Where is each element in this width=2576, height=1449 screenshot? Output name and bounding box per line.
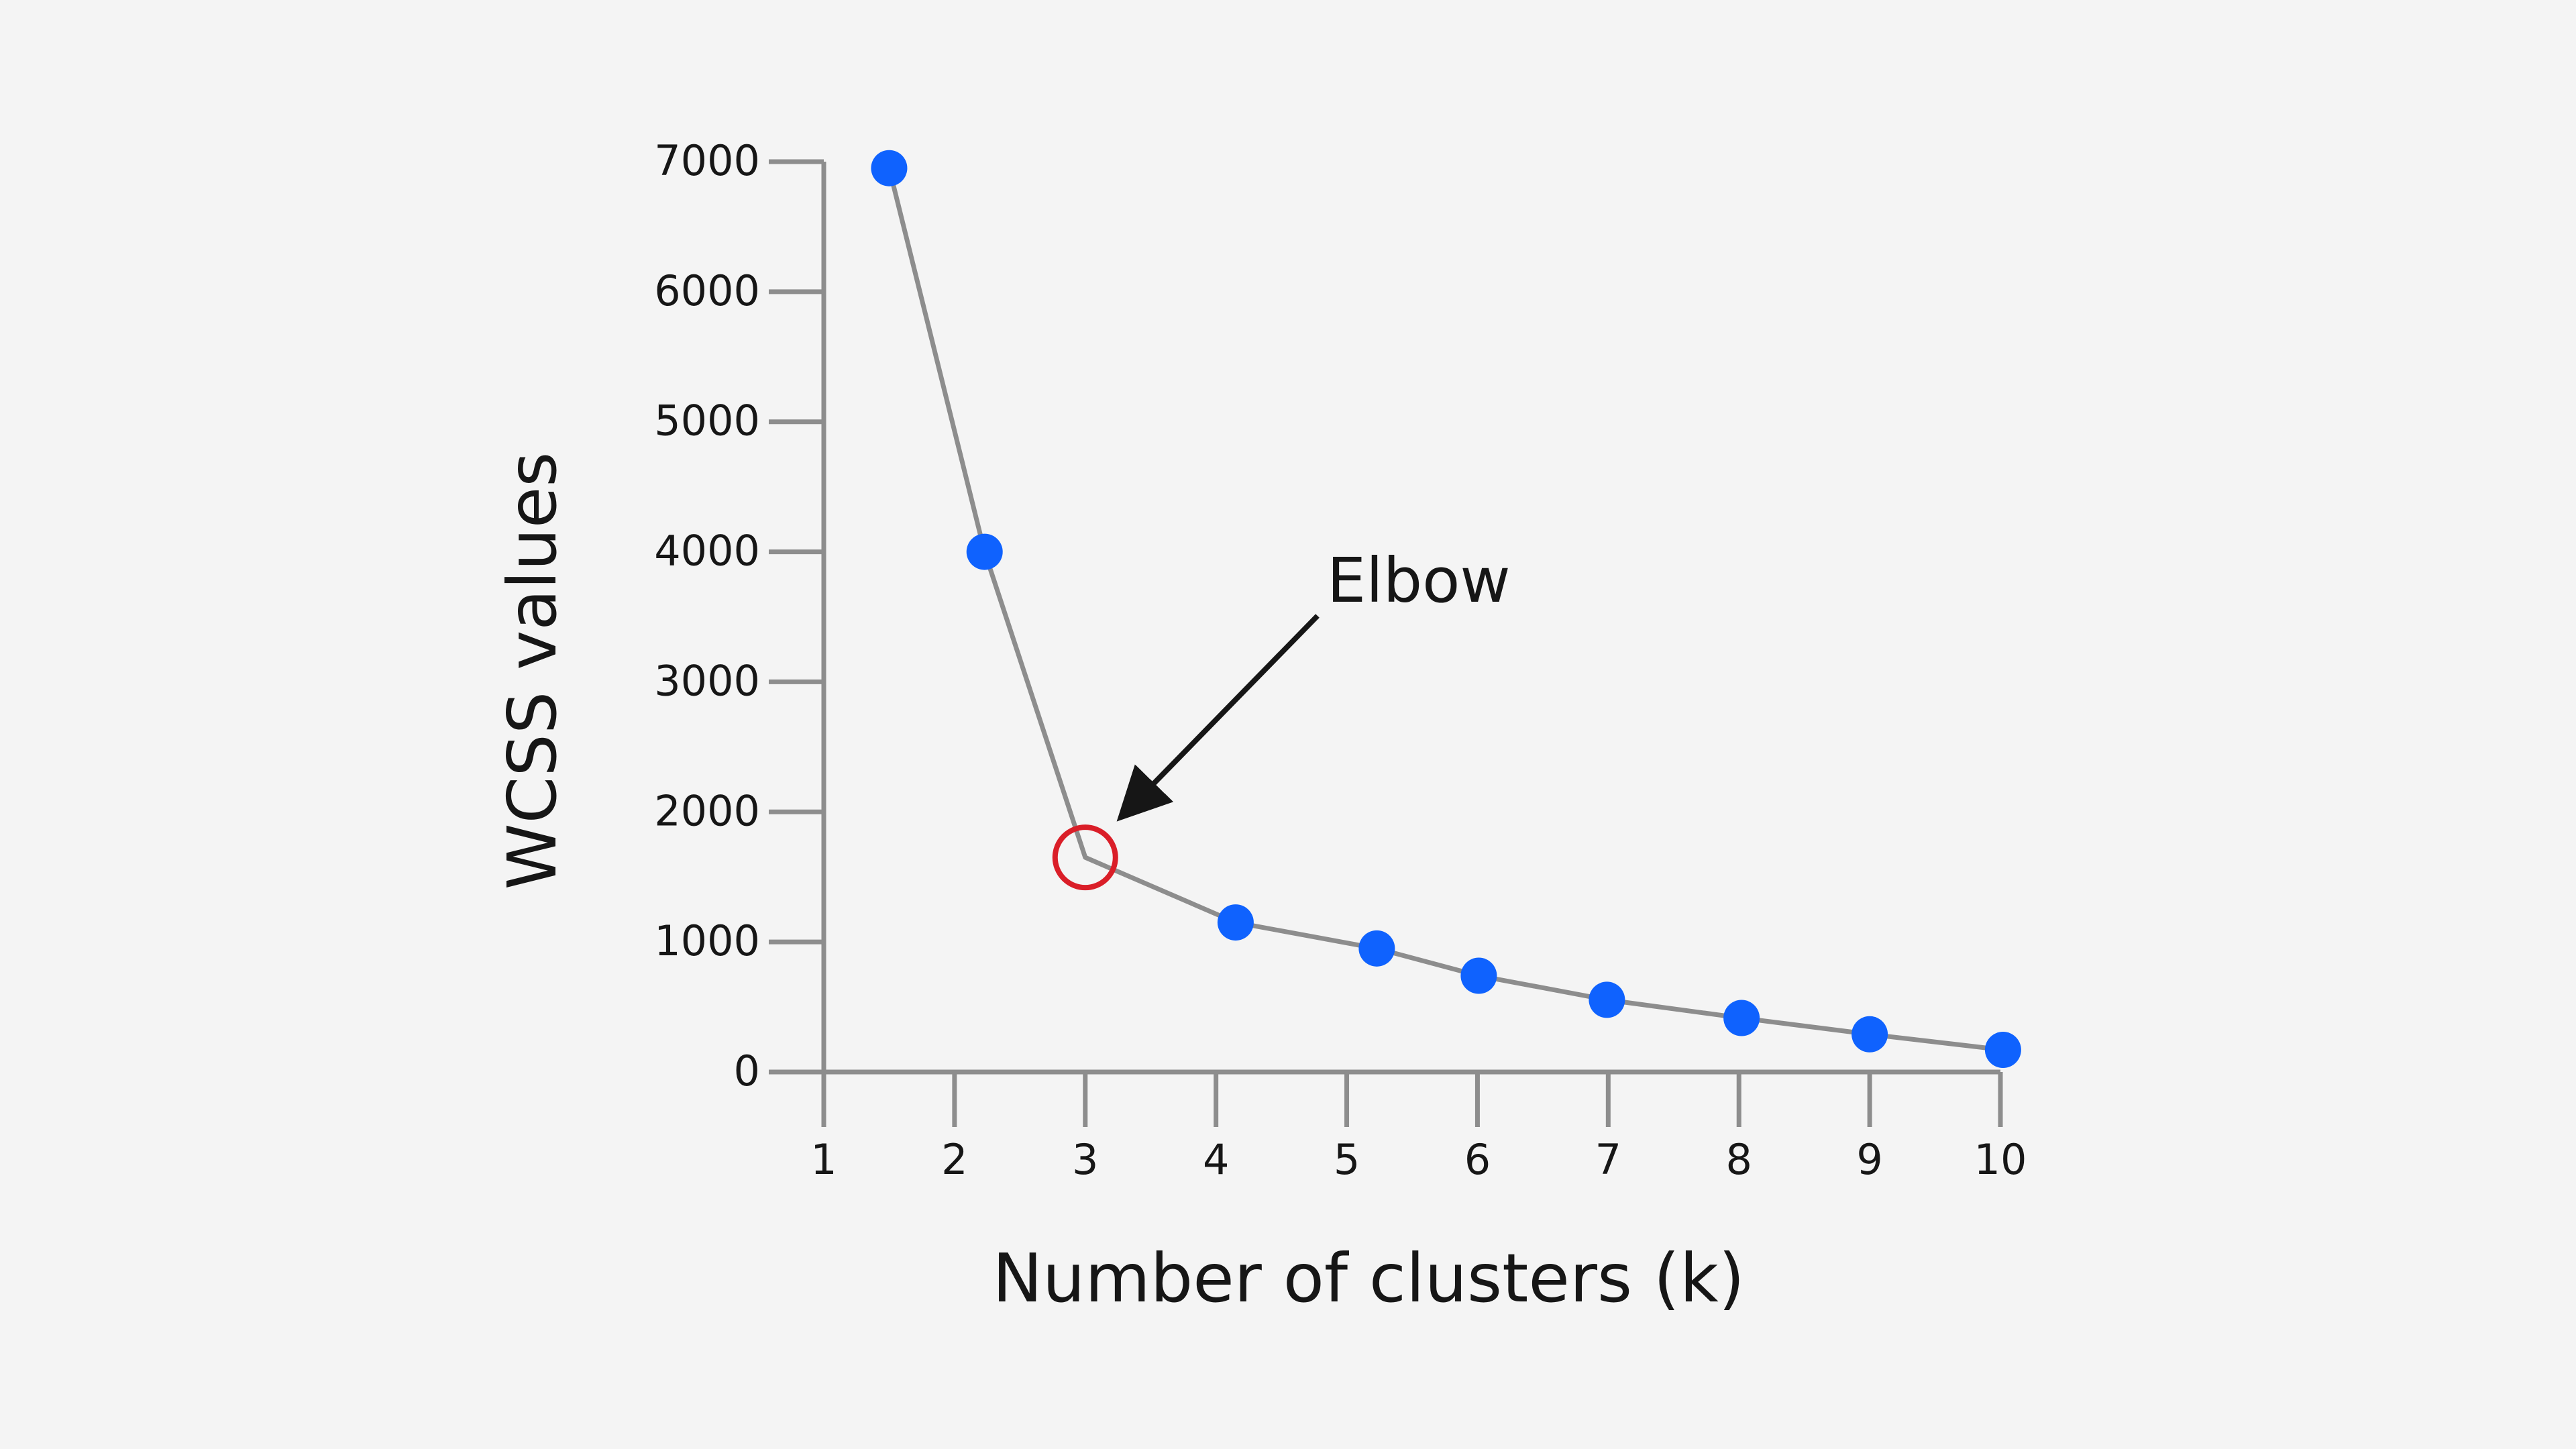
data-point — [1723, 1000, 1760, 1036]
x-tick-label: 5 — [1334, 1135, 1360, 1184]
y-tick-label: 5000 — [654, 396, 760, 445]
data-point — [1358, 930, 1395, 967]
data-point — [1460, 957, 1497, 994]
elbow-annotation-arrow — [1116, 614, 1320, 822]
y-tick-label: 4000 — [654, 527, 760, 576]
x-axis-title: Number of clusters (k) — [992, 1239, 1745, 1318]
y-tick-label: 2000 — [654, 786, 760, 835]
y-tick-label: 0 — [734, 1046, 760, 1095]
series-line — [887, 167, 2004, 1053]
x-tick-label: 8 — [1725, 1135, 1752, 1184]
y-tick-label: 3000 — [654, 656, 760, 705]
data-point — [1217, 904, 1254, 941]
y-tick-label: 6000 — [654, 266, 760, 315]
data-point — [1851, 1016, 1888, 1053]
x-tick-label: 10 — [1974, 1135, 2027, 1184]
x-tick-label: 6 — [1464, 1135, 1491, 1184]
elbow-point-marker — [1052, 824, 1118, 891]
y-tick-label: 7000 — [654, 136, 760, 185]
data-point — [871, 150, 908, 186]
x-tick-label: 4 — [1203, 1135, 1229, 1184]
data-point — [1589, 981, 1625, 1018]
y-tick-label: 1000 — [654, 916, 760, 965]
data-point — [966, 533, 1003, 570]
elbow-annotation-label: Elbow — [1327, 545, 1511, 616]
x-tick-label: 7 — [1595, 1135, 1621, 1184]
x-tick-label: 1 — [810, 1135, 837, 1184]
x-tick-label: 9 — [1856, 1135, 1882, 1184]
x-tick-label: 3 — [1072, 1135, 1098, 1184]
x-tick-label: 2 — [941, 1135, 967, 1184]
data-point — [1984, 1032, 2021, 1069]
y-axis-title: WCSS values — [493, 452, 572, 890]
